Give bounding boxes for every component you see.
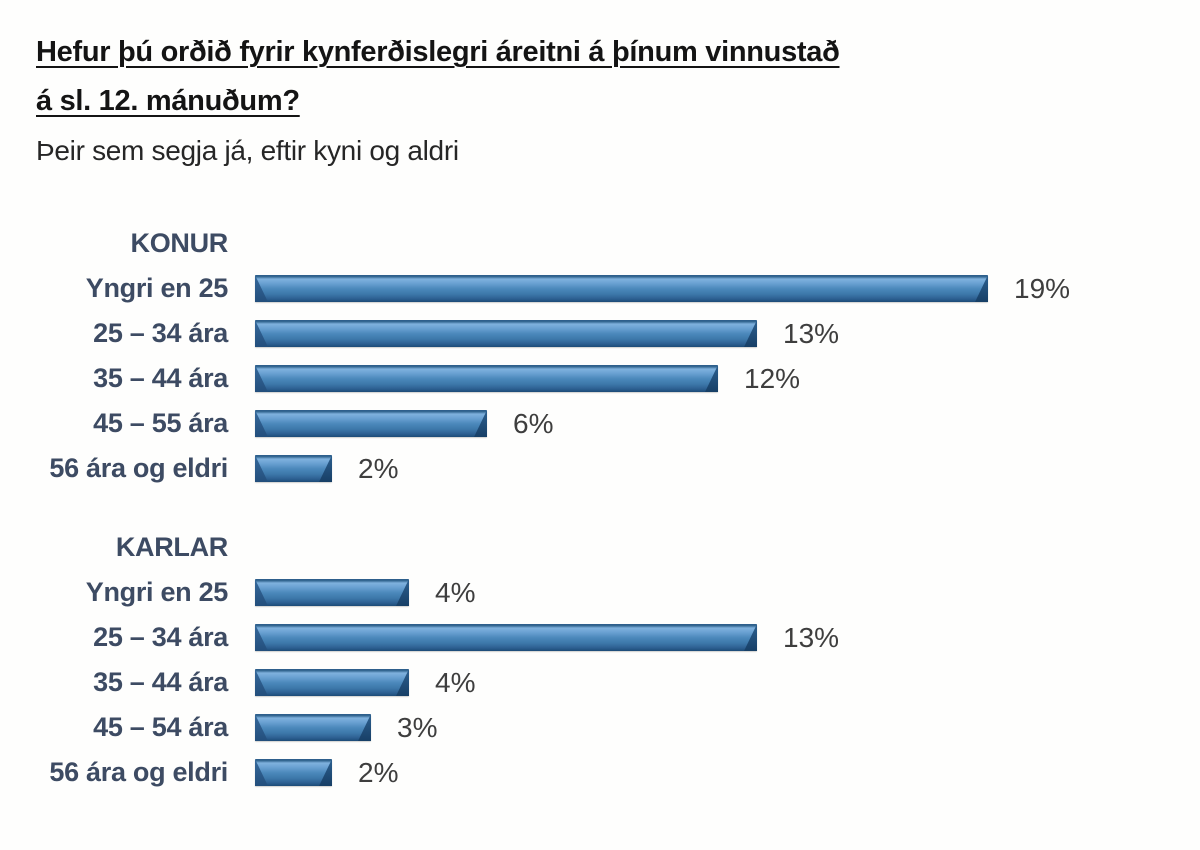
- category-label: 56 ára og eldri: [49, 757, 228, 787]
- bar-track: 2%: [255, 453, 398, 485]
- value-label: 12%: [744, 362, 801, 394]
- bar-row: Yngri en 25 4%: [0, 570, 1200, 615]
- bar-row: 25 – 34 ára 13%: [0, 615, 1200, 660]
- value-label: 6%: [513, 407, 554, 439]
- bar-row: 56 ára og eldri 2%: [0, 446, 1200, 491]
- bar-row: 56 ára og eldri 2%: [0, 750, 1200, 795]
- category-label: 35 – 44 ára: [93, 667, 228, 697]
- page-title-line-1: Hefur þú orðið fyrir kynferðislegri árei…: [36, 28, 1200, 77]
- bar: [255, 320, 757, 347]
- bar-row: 45 – 54 ára 3%: [0, 705, 1200, 750]
- bar-track: 13%: [255, 622, 839, 654]
- bar-row: Yngri en 25 19%: [0, 266, 1200, 311]
- group-header: KONUR: [0, 221, 1200, 266]
- bar-track: 19%: [255, 273, 1070, 305]
- category-label: Yngri en 25: [85, 577, 229, 607]
- group-label: KONUR: [130, 228, 229, 258]
- value-label: 13%: [783, 621, 840, 653]
- value-label: 2%: [358, 756, 399, 788]
- value-label: 3%: [397, 711, 438, 743]
- bar-row: 35 – 44 ára 4%: [0, 660, 1200, 705]
- bar-track: 2%: [255, 757, 398, 789]
- group-header: KARLAR: [0, 525, 1200, 570]
- bar: [255, 275, 988, 302]
- bar: [255, 624, 757, 651]
- bar-track: 4%: [255, 667, 475, 699]
- category-label: 25 – 34 ára: [93, 318, 228, 348]
- category-label: 56 ára og eldri: [49, 453, 228, 483]
- category-label: 45 – 55 ára: [93, 408, 228, 438]
- bar-row: 25 – 34 ára 13%: [0, 311, 1200, 356]
- chart-subtitle: Þeir sem segja já, eftir kyni og aldri: [36, 135, 459, 166]
- bar: [255, 669, 409, 696]
- bar: [255, 410, 487, 437]
- value-label: 13%: [783, 317, 840, 349]
- value-label: 2%: [358, 452, 399, 484]
- bar-track: 13%: [255, 318, 839, 350]
- title-text-2: á sl. 12. mánuðum?: [36, 85, 300, 117]
- title-text-1: Hefur þú orðið fyrir kynferðislegri árei…: [36, 36, 840, 68]
- page-title-line-2: á sl. 12. mánuðum?: [36, 77, 1200, 126]
- bar-row: 45 – 55 ára 6%: [0, 401, 1200, 446]
- value-label: 19%: [1014, 272, 1071, 304]
- bar: [255, 455, 332, 482]
- group-label: KARLAR: [115, 532, 228, 562]
- bar-track: 3%: [255, 712, 437, 744]
- category-label: 45 – 54 ára: [93, 712, 228, 742]
- bar: [255, 714, 371, 741]
- value-label: 4%: [435, 576, 476, 608]
- category-label: 25 – 34 ára: [93, 622, 228, 652]
- category-label: 35 – 44 ára: [93, 363, 228, 393]
- chart-section-karlar: KARLAR Yngri en 25 4% 25 – 34 ára 13% 35 – 44…: [0, 525, 1200, 795]
- bar: [255, 579, 409, 606]
- category-label: Yngri en 25: [85, 273, 229, 303]
- bar-track: 12%: [255, 363, 800, 395]
- grouped-bar-chart: KONUR Yngri en 25 19% 25 – 34 ára 13% 35 – 44…: [0, 221, 1200, 795]
- chart-header: Hefur þú orðið fyrir kynferðislegri árei…: [0, 0, 1200, 167]
- bar-track: 6%: [255, 408, 553, 440]
- bar: [255, 759, 332, 786]
- chart-section-konur: KONUR Yngri en 25 19% 25 – 34 ára 13% 35 – 44…: [0, 221, 1200, 491]
- bar: [255, 365, 718, 392]
- bar-track: 4%: [255, 577, 475, 609]
- bar-row: 35 – 44 ára 12%: [0, 356, 1200, 401]
- value-label: 4%: [435, 666, 476, 698]
